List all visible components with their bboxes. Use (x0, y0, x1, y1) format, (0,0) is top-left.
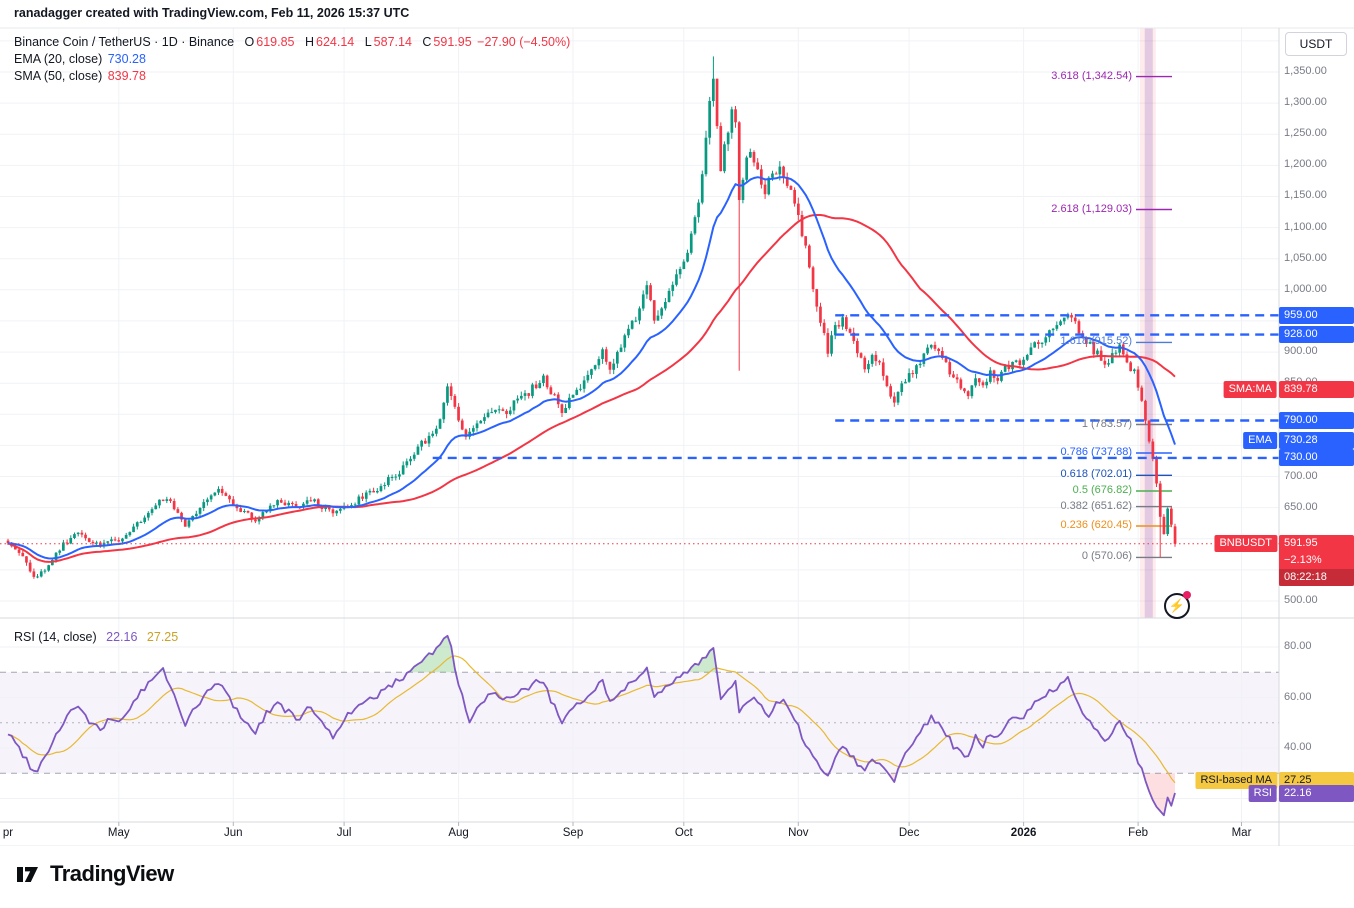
ohlc-high-value: 624.14 (316, 35, 355, 49)
price-axis-tick: 650.00 (1284, 500, 1318, 513)
price-line-badge-959[interactable]: 959.00 (1279, 306, 1354, 324)
rsi-axis-tick: 40.00 (1284, 741, 1312, 753)
symbol-title[interactable]: Binance Coin / TetherUS · 1D · Binance (14, 35, 235, 49)
price-axis-tick: 1,100.00 (1284, 220, 1327, 233)
sma-value-badge[interactable]: 839.78 (1279, 381, 1354, 399)
ohlc-low-label: L (364, 35, 372, 49)
footer: TradingView (0, 846, 1354, 908)
symbol-legend: Binance Coin / TetherUS · 1D · Binance O… (14, 34, 570, 85)
time-axis-label-pr[interactable]: pr (2, 827, 14, 839)
ohlc-high-label: H (304, 35, 314, 49)
rsi-ma-value: 27.25 (146, 630, 179, 644)
fib-level-label-2.618[interactable]: 2.618 (1,129.03) (1051, 202, 1132, 215)
ohlc-open-value: 619.85 (256, 35, 295, 49)
fib-level-label-0[interactable]: 0 (570.06) (1081, 550, 1132, 563)
time-axis-label-Nov[interactable]: Nov (788, 827, 809, 839)
fib-level-label-1.618[interactable]: 1.618 (915.52) (1060, 335, 1132, 348)
watermark-text: ranadagger created with TradingView.com,… (14, 6, 410, 20)
ema-value: 730.28 (107, 52, 146, 66)
fib-level-label-0.5[interactable]: 0.5 (676.82) (1072, 483, 1132, 496)
price-scale-currency[interactable]: USDT (1285, 32, 1347, 56)
ohlc-open-label: O (244, 35, 255, 49)
lightning-bolt-icon: ⚡ (1168, 598, 1186, 613)
price-axis-tick: 1,200.00 (1284, 158, 1327, 171)
rsi-legend[interactable]: RSI (14, close) 22.16 27.25 (14, 630, 178, 644)
rsi-ma-value-badge[interactable]: 27.25 (1279, 771, 1354, 789)
price-axis-tick: 1,300.00 (1284, 96, 1327, 109)
ema-value-badge-tag[interactable]: EMA (1243, 432, 1277, 450)
time-axis-label-Aug[interactable]: Aug (448, 827, 469, 839)
price-axis-tick: 1,250.00 (1284, 127, 1327, 140)
fib-level-label-0.236[interactable]: 0.236 (620.45) (1060, 519, 1132, 532)
fib-level-label-0.786[interactable]: 0.786 (737.88) (1060, 445, 1132, 458)
sma-legend-row[interactable]: SMA (50, close) 839.78 (14, 68, 570, 85)
time-axis-label-Oct[interactable]: Oct (674, 827, 693, 839)
rsi-value-badge[interactable]: 22.16 (1279, 784, 1354, 802)
last-price-badge[interactable]: 591.95 −2.13% 08:22:18 (1279, 535, 1354, 587)
time-axis-label-Dec[interactable]: Dec (898, 827, 920, 839)
notification-dot-icon (1183, 591, 1191, 599)
fib-level-label-1[interactable]: 1 (783.57) (1081, 417, 1132, 430)
price-axis-tick: 1,350.00 (1284, 65, 1327, 77)
rsi-axis-tick: 80.00 (1284, 640, 1312, 652)
rsi-value: 22.16 (106, 630, 138, 644)
price-axis-tick: 700.00 (1284, 469, 1318, 482)
price-axis-tick: 1,000.00 (1284, 282, 1327, 295)
time-axis-label-Jun[interactable]: Jun (224, 827, 243, 839)
last-price-badge-tag[interactable]: BNBUSDT (1214, 535, 1277, 553)
price-axis-tick: 500.00 (1284, 593, 1318, 606)
time-axis-label-Mar[interactable]: Mar (1231, 827, 1252, 839)
price-axis-tick: 900.00 (1284, 345, 1318, 358)
fib-level-label-3.618[interactable]: 3.618 (1,342.54) (1051, 69, 1132, 82)
sma-value: 839.78 (107, 69, 146, 83)
time-axis-label-May[interactable]: May (107, 827, 130, 839)
time-axis-label-2026[interactable]: 2026 (1010, 827, 1037, 839)
price-line-badge-928[interactable]: 928.00 (1279, 326, 1354, 344)
ema-label: EMA (20, close) (14, 52, 103, 66)
fib-level-label-0.618[interactable]: 0.618 (702.01) (1060, 468, 1132, 481)
ema-value-badge[interactable]: 730.28 (1279, 432, 1354, 450)
price-line-badge-790[interactable]: 790.00 (1279, 412, 1354, 430)
symbol-row[interactable]: Binance Coin / TetherUS · 1D · Binance O… (14, 34, 570, 51)
flash-icon[interactable]: ⚡ (1164, 591, 1191, 619)
tradingview-logo-icon (17, 867, 38, 882)
time-axis-label-Feb[interactable]: Feb (1128, 827, 1149, 839)
price-axis-tick: 1,150.00 (1284, 189, 1327, 202)
price-line-badge-730[interactable]: 730.00 (1279, 449, 1354, 467)
tradingview-wordmark: TradingView (50, 860, 174, 886)
rsi-label: RSI (14, close) (14, 630, 97, 644)
ema-legend-row[interactable]: EMA (20, close) 730.28 (14, 51, 570, 68)
sma-value-badge-tag[interactable]: SMA:MA (1223, 381, 1277, 399)
ohlc-close-label: C (422, 35, 432, 49)
tradingview-logo[interactable]: TradingView (14, 860, 174, 887)
time-axis-label-Sep[interactable]: Sep (562, 827, 584, 839)
rsi-value-badge-tag[interactable]: RSI (1248, 784, 1277, 802)
change-value: −27.90 (−4.50%) (477, 35, 571, 49)
fib-level-label-0.382[interactable]: 0.382 (651.62) (1060, 499, 1132, 512)
sma-label: SMA (50, close) (14, 69, 103, 83)
ohlc-low-value: 587.14 (373, 35, 412, 49)
time-axis-label-Jul[interactable]: Jul (336, 827, 352, 839)
ohlc-close-value: 591.95 (433, 35, 472, 49)
price-axis-tick: 1,050.00 (1284, 251, 1327, 264)
rsi-axis-tick: 60.00 (1284, 690, 1312, 703)
rsi-ma-value-badge-tag[interactable]: RSI-based MA (1195, 771, 1277, 789)
